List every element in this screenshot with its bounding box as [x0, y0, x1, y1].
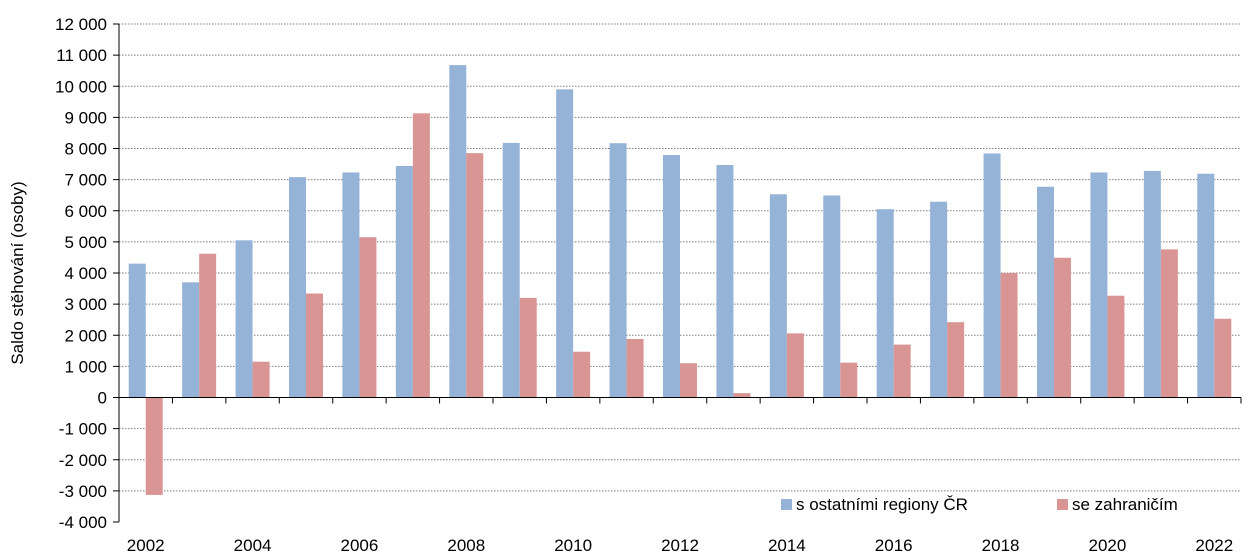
y-tick-label: 3 000	[64, 295, 107, 314]
x-tick-label: 2010	[554, 536, 592, 555]
bar-abroad-2016	[893, 344, 911, 398]
bar-abroad-2020	[1107, 295, 1125, 398]
bar-regions-2014	[769, 194, 787, 398]
bar-regions-2021	[1143, 170, 1161, 398]
bar-abroad-2004	[252, 361, 270, 398]
x-tick-label: 2002	[127, 536, 165, 555]
legend-swatch	[781, 499, 792, 510]
y-tick-label: 9 000	[64, 108, 107, 127]
bar-abroad-2021	[1160, 249, 1178, 398]
bar-abroad-2002	[145, 397, 163, 495]
x-tick-label: 2022	[1195, 536, 1233, 555]
x-tick-label: 2016	[875, 536, 913, 555]
bar-regions-2008	[449, 65, 467, 398]
bar-regions-2006	[342, 172, 360, 398]
y-tick-label: 1 000	[64, 357, 107, 376]
bar-regions-2018	[983, 153, 1001, 398]
bar-abroad-2008	[466, 153, 484, 398]
y-tick-label: 7 000	[64, 171, 107, 190]
y-tick-label: 0	[98, 389, 107, 408]
y-tick-label: 10 000	[55, 77, 107, 96]
x-tick-label: 2020	[1089, 536, 1127, 555]
bar-abroad-2022	[1214, 318, 1232, 398]
bar-regions-2019	[1037, 186, 1054, 398]
x-tick-label: 2012	[661, 536, 699, 555]
y-tick-label: -2 000	[59, 451, 107, 470]
bar-regions-2020	[1090, 172, 1108, 398]
bar-regions-2013	[716, 164, 734, 398]
legend-label: s ostatními regiony ČR	[796, 495, 968, 514]
bar-regions-2010	[556, 89, 574, 398]
y-tick-label: -3 000	[59, 482, 107, 501]
bar-abroad-2015	[840, 362, 858, 398]
y-tick-label: -4 000	[59, 513, 107, 532]
legend-label: se zahraničím	[1072, 495, 1178, 514]
bar-regions-2011	[609, 143, 627, 398]
y-tick-label: 6 000	[64, 202, 107, 221]
bar-abroad-2003	[199, 253, 217, 398]
bar-regions-2015	[823, 195, 841, 398]
legend-swatch	[1057, 499, 1068, 510]
bar-regions-2016	[876, 209, 894, 398]
x-tick-label: 2006	[341, 536, 379, 555]
bar-abroad-2012	[680, 363, 697, 398]
bar-regions-2017	[930, 201, 948, 398]
bar-abroad-2011	[626, 338, 644, 398]
bar-abroad-2018	[1000, 273, 1018, 398]
bar-abroad-2010	[573, 351, 591, 398]
bar-regions-2022	[1197, 173, 1215, 398]
x-tick-label: 2004	[234, 536, 272, 555]
bar-regions-2002	[128, 263, 146, 398]
bar-abroad-2009	[519, 297, 537, 398]
x-tick-label: 2014	[768, 536, 806, 555]
bar-regions-2005	[289, 177, 306, 398]
bar-abroad-2019	[1054, 257, 1071, 398]
bar-abroad-2005	[306, 293, 323, 398]
y-tick-label: 5 000	[64, 233, 107, 252]
bar-abroad-2014	[786, 333, 804, 398]
x-tick-label: 2008	[447, 536, 485, 555]
bar-regions-2003	[182, 282, 200, 398]
axes: -4 000 -3 000 -2 000 -1 000 0 1 000 2 000 3 000…	[55, 15, 1242, 555]
bar-abroad-2013	[733, 393, 751, 398]
bar-regions-2004	[235, 240, 253, 398]
y-axis-title: Saldo stěhování (osoby)	[8, 181, 27, 364]
bar-abroad-2007	[412, 113, 430, 398]
y-tick-label: 11 000	[56, 46, 107, 65]
y-tick-label: 2 000	[64, 326, 107, 345]
y-tick-label: -1 000	[59, 420, 107, 439]
bar-regions-2007	[395, 165, 413, 398]
y-tick-label: 12 000	[55, 15, 107, 34]
bars	[128, 65, 1232, 495]
x-tick-label: 2018	[982, 536, 1020, 555]
legend: s ostatními regiony ČR se zahraničím	[781, 495, 1178, 514]
bar-regions-2009	[502, 142, 520, 398]
bar-regions-2012	[663, 155, 680, 398]
bar-abroad-2006	[359, 237, 377, 398]
y-tick-label: 4 000	[64, 264, 107, 283]
bar-abroad-2017	[947, 322, 965, 398]
y-tick-label: 8 000	[64, 140, 107, 159]
